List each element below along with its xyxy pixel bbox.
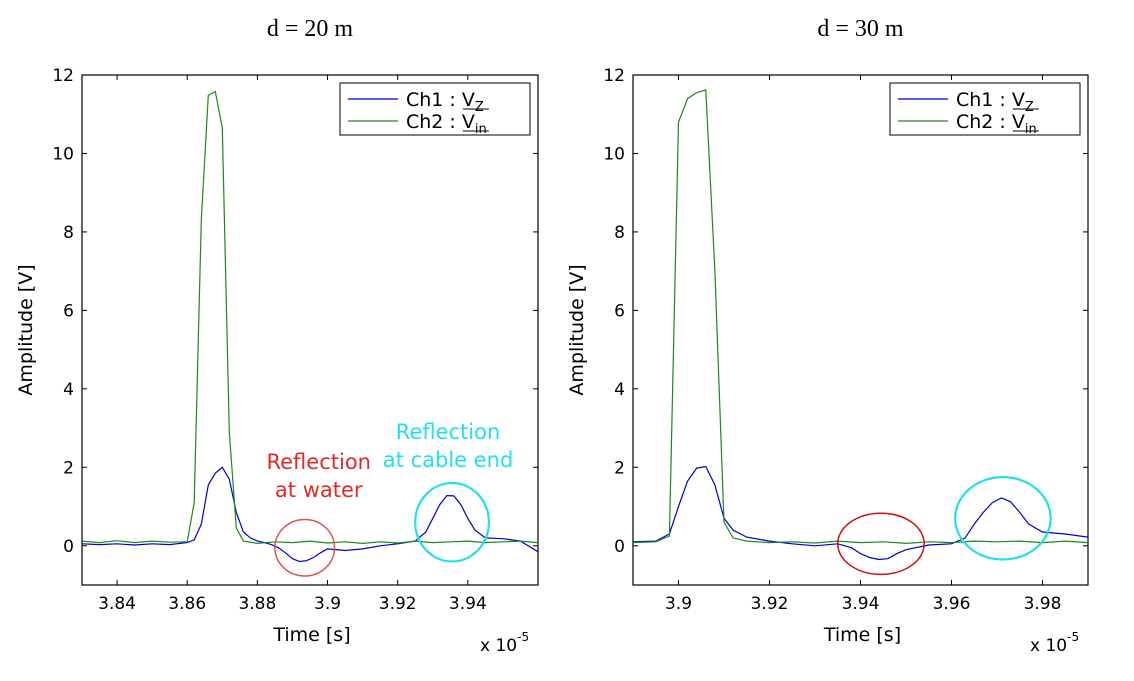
x-tick-label: 3.98 <box>1024 594 1062 614</box>
annotation-text: Reflection <box>396 420 501 444</box>
y-tick-label: 0 <box>614 537 625 557</box>
legend-entry: Ch1 : VZ <box>406 89 484 115</box>
x-tick-label: 3.92 <box>379 594 417 614</box>
cable-end-reflection-circle <box>414 481 490 563</box>
plot-area <box>632 74 1089 586</box>
y-tick-label: 2 <box>63 458 74 478</box>
water-reflection-circle <box>274 518 336 577</box>
multiplier-base: x 10 <box>1030 636 1067 656</box>
y-axis-label: Amplitude [V] <box>15 264 37 395</box>
y-tick-label: 12 <box>603 66 625 86</box>
multiplier-exponent: -5 <box>1067 630 1079 644</box>
multiplier-exponent: -5 <box>517 630 529 644</box>
x-tick-label: 3.86 <box>168 594 206 614</box>
legend-subscript: Z <box>475 100 484 115</box>
series-line-ch1 <box>633 465 1088 561</box>
plot-area <box>81 74 539 586</box>
x-tick-label: 3.96 <box>933 594 971 614</box>
x-axis-multiplier: x 10-5 <box>480 630 529 656</box>
x-tick-label: 3.92 <box>751 594 789 614</box>
legend-main: Ch2 : V <box>406 111 475 133</box>
x-tick-label: 3.9 <box>314 594 341 614</box>
legend-entry: Ch2 : Vin <box>406 111 487 137</box>
y-tick-label: 0 <box>63 537 74 557</box>
x-axis-label: Time [s] <box>823 624 901 646</box>
x-axis-multiplier: x 10-5 <box>1030 630 1079 656</box>
y-tick-label: 12 <box>52 66 74 86</box>
annotation-text: at cable end <box>383 448 514 472</box>
annotation-text: Reflection <box>266 450 371 474</box>
legend-subscript: Z <box>1025 100 1034 115</box>
multiplier-base: x 10 <box>480 636 517 656</box>
x-tick-label: 3.94 <box>449 594 487 614</box>
legend-entry: Ch1 : VZ <box>956 89 1034 115</box>
annotation-text: at water <box>275 478 363 502</box>
y-tick-label: 4 <box>614 380 625 400</box>
legend-subscript: in <box>1025 122 1037 137</box>
y-tick-label: 6 <box>63 301 74 321</box>
y-tick-label: 8 <box>63 223 74 243</box>
legend-main: Ch1 : V <box>406 89 475 111</box>
chart-panel-1: d = 20 m 0 2 4 6 8 10 12 3.84 3.86 3.88 3.9 3.92 3.94… <box>15 16 539 656</box>
y-tick-label: 2 <box>614 458 625 478</box>
legend-entry: Ch2 : Vin <box>956 111 1037 137</box>
x-axis-label: Time [s] <box>272 624 350 646</box>
chart-title: d = 20 m <box>267 16 354 42</box>
x-tick-label: 3.9 <box>665 594 692 614</box>
chart-title: d = 30 m <box>817 16 904 42</box>
series-line-ch2 <box>633 89 1088 545</box>
y-axis-label: Amplitude [V] <box>566 264 588 395</box>
y-tick-label: 4 <box>63 380 74 400</box>
legend-subscript: in <box>475 122 487 137</box>
y-tick-label: 10 <box>52 144 74 164</box>
y-tick-label: 10 <box>603 144 625 164</box>
y-tick-label: 6 <box>614 301 625 321</box>
legend-box <box>889 82 1081 136</box>
cable-end-reflection-circle <box>954 476 1052 561</box>
series-line-ch1 <box>82 466 538 563</box>
series-line-ch2 <box>82 90 538 545</box>
legend-main: Ch2 : V <box>956 111 1025 133</box>
x-tick-label: 3.84 <box>98 594 136 614</box>
water-reflection-circle <box>837 512 925 576</box>
legend-main: Ch1 : V <box>956 89 1025 111</box>
legend-box <box>339 82 531 136</box>
chart-panel-2: d = 30 m 0 2 4 6 8 10 12 3.9 3.92 3.94 3.96 3.98 Time… <box>566 16 1089 656</box>
y-tick-label: 8 <box>614 223 625 243</box>
x-tick-label: 3.88 <box>238 594 276 614</box>
x-tick-label: 3.94 <box>842 594 880 614</box>
